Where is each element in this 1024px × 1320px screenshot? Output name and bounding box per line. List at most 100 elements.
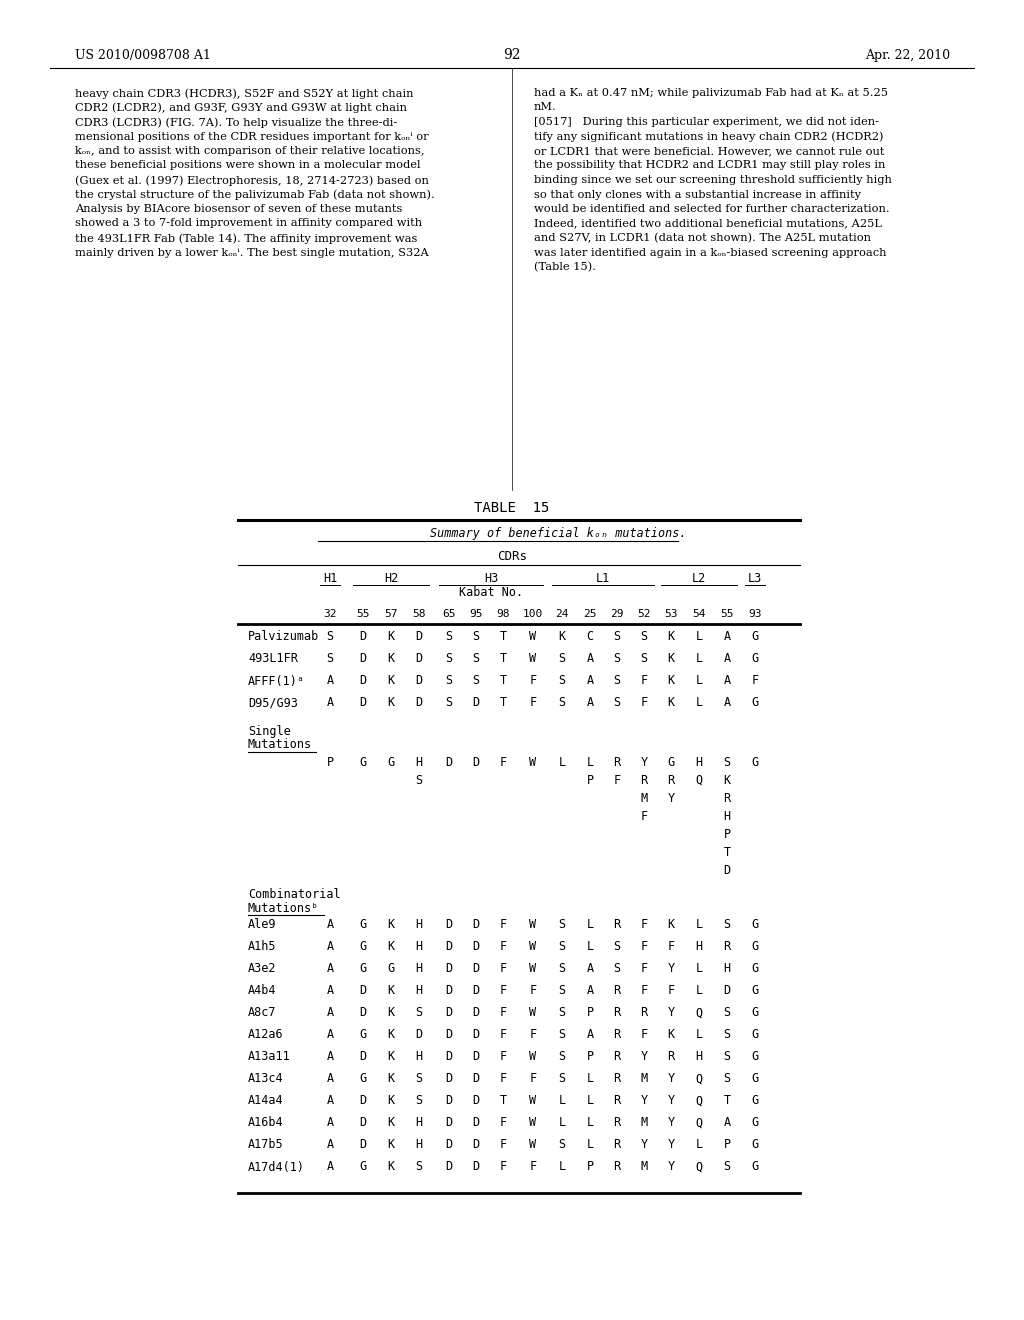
Text: L: L <box>587 1117 594 1130</box>
Text: A: A <box>327 1138 334 1151</box>
Text: A: A <box>587 985 594 998</box>
Text: H: H <box>416 919 423 932</box>
Text: G: G <box>359 1072 367 1085</box>
Text: D: D <box>472 1028 479 1041</box>
Text: F: F <box>529 675 537 688</box>
Text: Y: Y <box>668 792 675 804</box>
Text: W: W <box>529 631 537 644</box>
Text: A: A <box>587 652 594 665</box>
Text: S: S <box>723 1051 730 1064</box>
Text: D: D <box>472 1006 479 1019</box>
Text: G: G <box>752 1051 759 1064</box>
Text: F: F <box>640 1028 647 1041</box>
Text: A8c7: A8c7 <box>248 1006 276 1019</box>
Text: G: G <box>387 755 394 768</box>
Text: L: L <box>558 755 565 768</box>
Text: P: P <box>587 1160 594 1173</box>
Text: W: W <box>529 1094 537 1107</box>
Text: Q: Q <box>695 1072 702 1085</box>
Text: binding since we set our screening threshold sufficiently high: binding since we set our screening thres… <box>534 176 892 185</box>
Text: 52: 52 <box>637 609 650 619</box>
Text: D: D <box>359 1051 367 1064</box>
Text: G: G <box>752 962 759 975</box>
Text: 25: 25 <box>584 609 597 619</box>
Text: S: S <box>613 697 621 710</box>
Text: 54: 54 <box>692 609 706 619</box>
Text: H: H <box>723 809 730 822</box>
Text: S: S <box>558 985 565 998</box>
Text: A17b5: A17b5 <box>248 1138 284 1151</box>
Text: S: S <box>445 675 453 688</box>
Text: F: F <box>500 1160 507 1173</box>
Text: S: S <box>416 774 423 787</box>
Text: D: D <box>472 1138 479 1151</box>
Text: A: A <box>587 697 594 710</box>
Text: K: K <box>668 1028 675 1041</box>
Text: D: D <box>445 1117 453 1130</box>
Text: D: D <box>445 962 453 975</box>
Text: 493L1FR: 493L1FR <box>248 652 298 665</box>
Text: Y: Y <box>668 1094 675 1107</box>
Text: CDR2 (LCDR2), and G93F, G93Y and G93W at light chain: CDR2 (LCDR2), and G93F, G93Y and G93W at… <box>75 103 407 114</box>
Text: A: A <box>327 962 334 975</box>
Text: G: G <box>387 962 394 975</box>
Text: D: D <box>416 631 423 644</box>
Text: A12a6: A12a6 <box>248 1028 284 1041</box>
Text: S: S <box>723 1072 730 1085</box>
Text: S: S <box>558 1006 565 1019</box>
Text: R: R <box>613 755 621 768</box>
Text: M: M <box>640 792 647 804</box>
Text: S: S <box>472 675 479 688</box>
Text: W: W <box>529 962 537 975</box>
Text: H: H <box>723 962 730 975</box>
Text: W: W <box>529 940 537 953</box>
Text: S: S <box>723 755 730 768</box>
Text: H: H <box>416 1117 423 1130</box>
Text: A16b4: A16b4 <box>248 1117 284 1130</box>
Text: D: D <box>472 1160 479 1173</box>
Text: D: D <box>445 940 453 953</box>
Text: S: S <box>558 675 565 688</box>
Text: L: L <box>587 1138 594 1151</box>
Text: A: A <box>327 1094 334 1107</box>
Text: showed a 3 to 7-fold improvement in affinity compared with: showed a 3 to 7-fold improvement in affi… <box>75 219 422 228</box>
Text: A: A <box>723 1117 730 1130</box>
Text: P: P <box>587 1006 594 1019</box>
Text: (Guex et al. (1997) Electrophoresis, 18, 2714-2723) based on: (Guex et al. (1997) Electrophoresis, 18,… <box>75 176 429 186</box>
Text: D: D <box>445 919 453 932</box>
Text: S: S <box>613 631 621 644</box>
Text: S: S <box>416 1072 423 1085</box>
Text: T: T <box>500 675 507 688</box>
Text: F: F <box>500 1006 507 1019</box>
Text: K: K <box>387 1117 394 1130</box>
Text: A14a4: A14a4 <box>248 1094 284 1107</box>
Text: D: D <box>472 1072 479 1085</box>
Text: G: G <box>668 755 675 768</box>
Text: S: S <box>327 652 334 665</box>
Text: H: H <box>695 755 702 768</box>
Text: G: G <box>359 1028 367 1041</box>
Text: Palvizumab: Palvizumab <box>248 631 319 644</box>
Text: Y: Y <box>668 962 675 975</box>
Text: T: T <box>500 631 507 644</box>
Text: was later identified again in a kₒₙ-biased screening approach: was later identified again in a kₒₙ-bias… <box>534 248 887 257</box>
Text: H3: H3 <box>484 573 498 586</box>
Text: A: A <box>327 675 334 688</box>
Text: Mutationsᵇ: Mutationsᵇ <box>248 902 319 915</box>
Text: P: P <box>723 1138 730 1151</box>
Text: G: G <box>752 697 759 710</box>
Text: G: G <box>752 1160 759 1173</box>
Text: US 2010/0098708 A1: US 2010/0098708 A1 <box>75 49 211 62</box>
Text: mensional positions of the CDR residues important for kₒₙⁱ or: mensional positions of the CDR residues … <box>75 132 429 141</box>
Text: R: R <box>613 1006 621 1019</box>
Text: F: F <box>640 675 647 688</box>
Text: or LCDR1 that were beneficial. However, we cannot rule out: or LCDR1 that were beneficial. However, … <box>534 147 885 156</box>
Text: G: G <box>752 755 759 768</box>
Text: G: G <box>752 1006 759 1019</box>
Text: H: H <box>416 985 423 998</box>
Text: F: F <box>500 1028 507 1041</box>
Text: S: S <box>472 652 479 665</box>
Text: A: A <box>327 940 334 953</box>
Text: Y: Y <box>640 755 647 768</box>
Text: D: D <box>445 755 453 768</box>
